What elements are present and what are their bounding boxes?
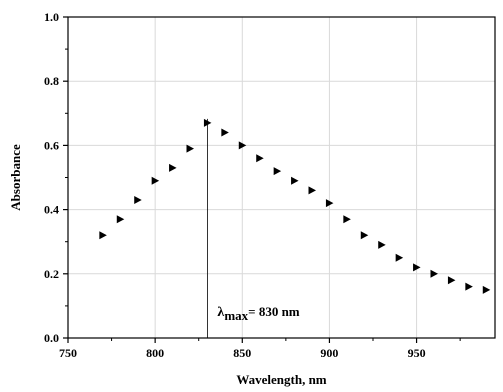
lambda-max-annotation: λmax= 830 nm: [207, 118, 300, 338]
x-axis: 750 800 850 900 950: [59, 338, 461, 360]
x-tick-label-950: 950: [408, 346, 426, 360]
x-tick-label-850: 850: [233, 346, 251, 360]
lambda-symbol: λ: [217, 305, 224, 320]
y-tick-label-1: 1.0: [44, 10, 59, 24]
grid-lines: [68, 17, 495, 338]
data-point-770: [99, 231, 107, 240]
data-point-920: [360, 231, 369, 240]
x-axis-title: Wavelength, nm: [236, 372, 326, 387]
data-point-810: [169, 163, 177, 172]
data-point-780: [116, 215, 125, 224]
data-point-900: [325, 199, 334, 208]
data-point-870: [273, 167, 282, 176]
x-tick-label-800: 800: [146, 346, 164, 360]
data-point-950: [413, 263, 421, 272]
data-point-880: [291, 176, 299, 185]
lambda-value: = 830 nm: [248, 304, 300, 319]
data-point-840: [221, 128, 229, 137]
data-point-970: [447, 276, 456, 285]
lambda-subscript: max: [224, 308, 248, 323]
data-point-850: [238, 141, 247, 150]
x-tick-label-750: 750: [59, 346, 77, 360]
data-point-890: [308, 186, 316, 195]
data-point-910: [343, 215, 351, 224]
data-point-790: [134, 195, 142, 204]
y-tick-label-0-2: 0.2: [44, 267, 59, 281]
data-point-820: [186, 144, 194, 153]
plot-frame: [67, 16, 496, 339]
lambda-max-label: λmax= 830 nm: [217, 304, 299, 323]
data-points: [99, 118, 491, 294]
data-point-980: [465, 282, 473, 291]
x-tick-label-900: 900: [320, 346, 338, 360]
y-tick-label-0-8: 0.8: [44, 74, 59, 88]
data-point-930: [378, 240, 386, 249]
data-point-860: [256, 154, 264, 163]
y-tick-label-0-4: 0.4: [44, 203, 59, 217]
y-tick-label-0-6: 0.6: [44, 138, 59, 152]
y-axis: 0.0 0.2 0.4 0.6 0.8 1.0: [44, 10, 68, 345]
data-point-990: [482, 285, 491, 294]
y-tick-label-0: 0.0: [44, 331, 59, 345]
data-point-800: [151, 176, 160, 185]
data-point-960: [430, 269, 438, 278]
data-point-940: [395, 253, 404, 262]
y-axis-title: Absorbance: [8, 144, 23, 211]
